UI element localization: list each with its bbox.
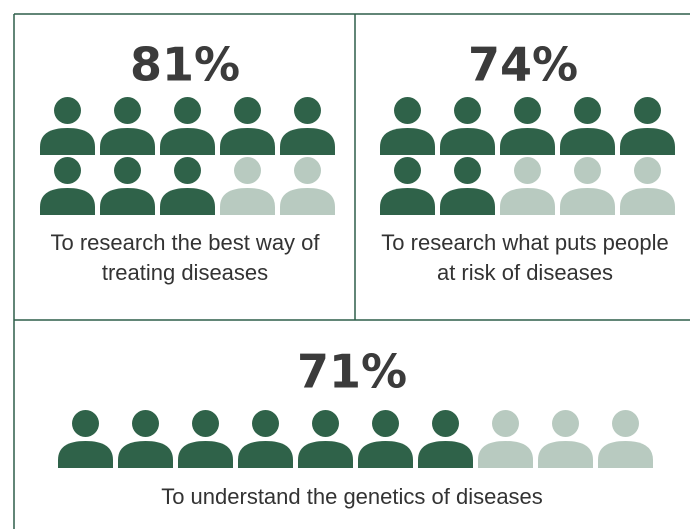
icon-body [620,188,675,215]
icon-head [394,157,421,184]
icon-head [552,410,579,437]
icon-body [100,128,155,155]
icon-body [280,128,335,155]
icon-head [54,157,81,184]
percentage: 74% [468,38,578,92]
icon-body [538,441,593,468]
icon-body [220,188,275,215]
icon-head [174,157,201,184]
icon-body [620,128,675,155]
icon-head [252,410,279,437]
icon-body [280,188,335,215]
icon-head [192,410,219,437]
icon-head [174,97,201,124]
percentage: 81% [130,38,240,92]
icon-body [220,128,275,155]
panel-label: To research the best way of treating dis… [50,230,320,285]
icon-head [72,410,99,437]
icon-body [598,441,653,468]
panel-borders [13,13,690,529]
icon-body [418,441,473,468]
icon-head [312,410,339,437]
icon-head [454,157,481,184]
icon-head [114,97,141,124]
icon-head [574,97,601,124]
icon-head [454,97,481,124]
icon-body [440,188,495,215]
icon-body [500,188,555,215]
icon-head [574,157,601,184]
percentage: 71% [297,345,407,399]
icon-body [160,128,215,155]
icon-body [58,441,113,468]
icon-body [178,441,233,468]
icon-body [40,128,95,155]
icon-body [500,128,555,155]
panel-label: To research what puts people at risk of … [381,230,669,285]
icon-body [560,128,615,155]
icon-head [612,410,639,437]
icon-head [54,97,81,124]
icon-head [114,157,141,184]
icon-head [432,410,459,437]
icon-head [634,157,661,184]
icon-body [238,441,293,468]
icon-head [234,97,261,124]
icon-body [160,188,215,215]
icon-body [560,188,615,215]
icon-head [394,97,421,124]
icon-body [100,188,155,215]
icon-body [380,128,435,155]
icon-head [294,97,321,124]
icon-head [492,410,519,437]
icon-head [234,157,261,184]
icon-body [478,441,533,468]
icon-head [372,410,399,437]
pictogram-icons [58,410,653,468]
pictogram-icons [40,97,335,215]
icon-body [40,188,95,215]
icon-body [298,441,353,468]
icon-head [132,410,159,437]
icon-head [514,157,541,184]
panel-label: To understand the genetics of diseases [161,484,543,509]
icon-head [634,97,661,124]
icon-head [514,97,541,124]
icon-body [440,128,495,155]
icon-body [118,441,173,468]
icon-head [294,157,321,184]
icon-body [380,188,435,215]
icon-body [358,441,413,468]
pictogram-icons [380,97,675,215]
